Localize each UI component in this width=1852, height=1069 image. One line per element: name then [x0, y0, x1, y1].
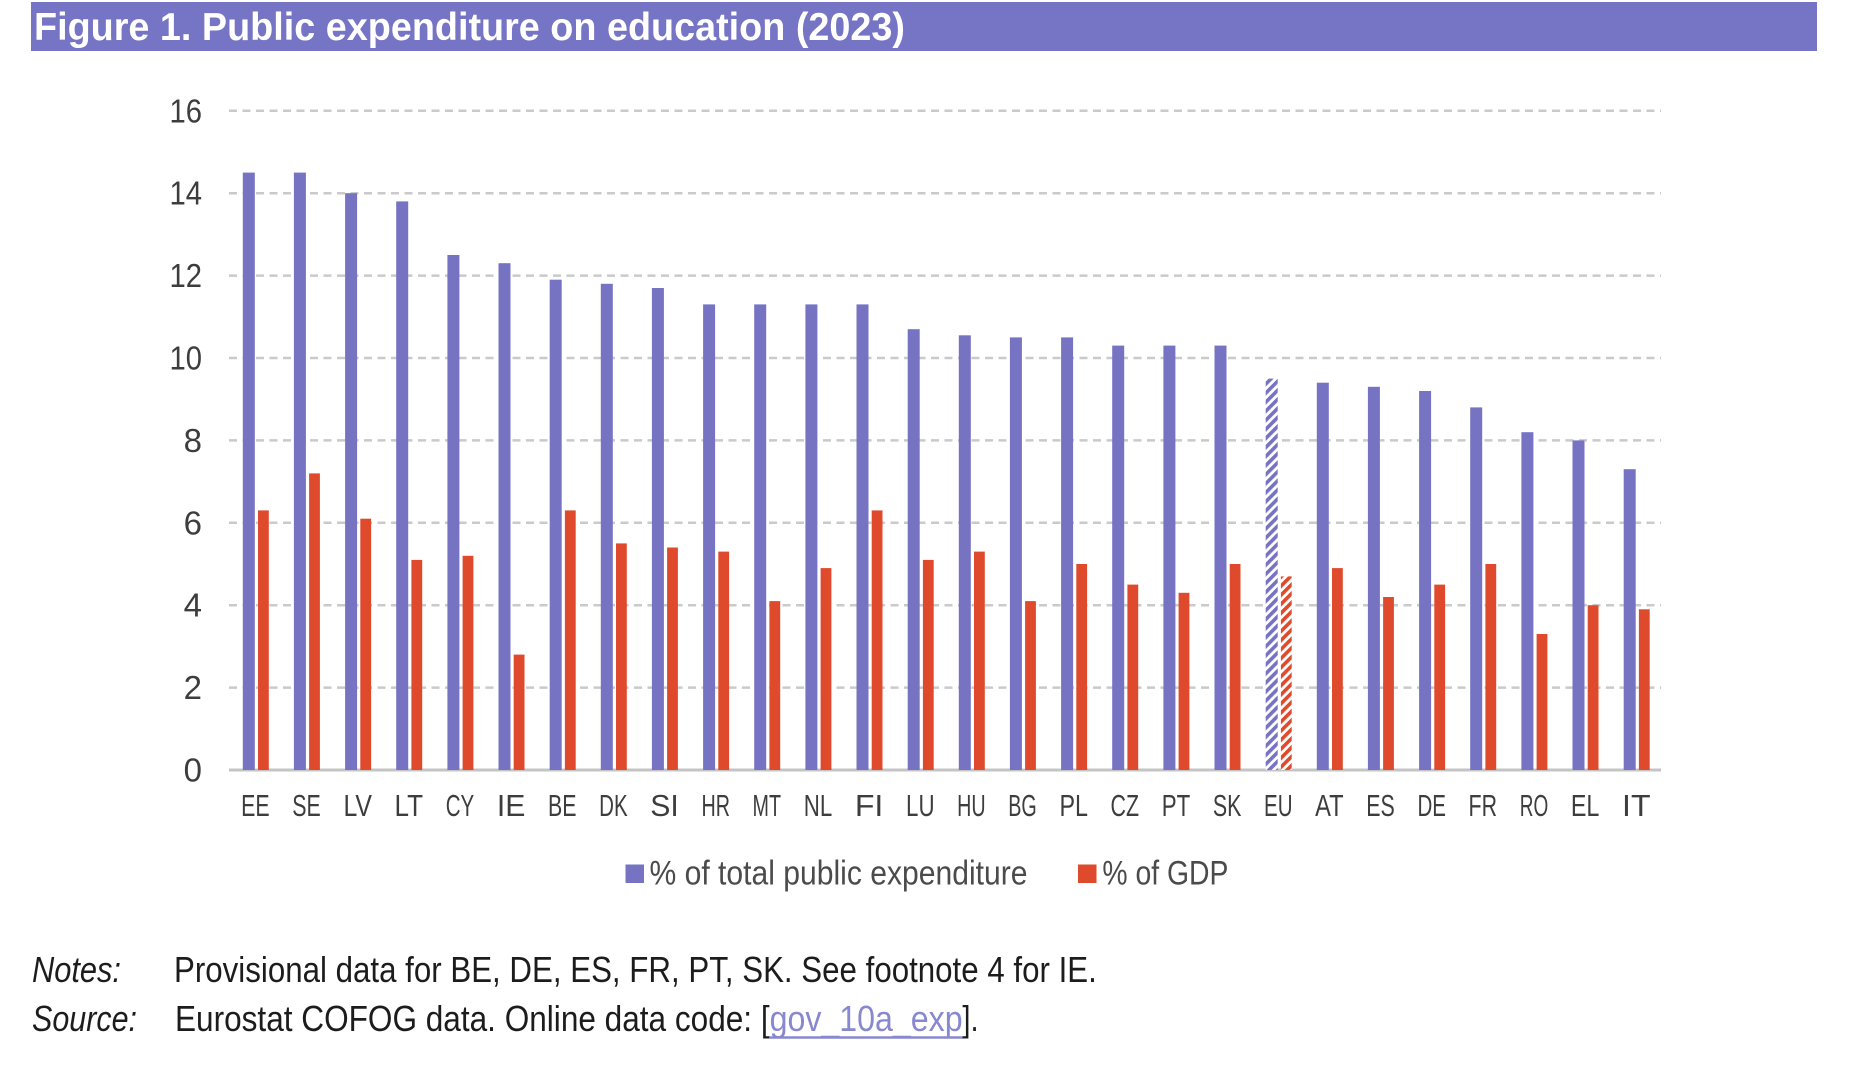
svg-text:AT: AT — [1315, 788, 1344, 823]
svg-text:SE: SE — [292, 788, 321, 823]
svg-text:4: 4 — [184, 587, 202, 624]
svg-text:LT: LT — [395, 788, 424, 823]
svg-text:EE: EE — [241, 788, 270, 823]
svg-text:IT: IT — [1622, 788, 1651, 823]
svg-text:16: 16 — [170, 92, 203, 129]
svg-text:HU: HU — [957, 788, 986, 823]
svg-text:PL: PL — [1059, 788, 1088, 823]
svg-text:Source:: Source: — [32, 998, 137, 1039]
svg-text:MT: MT — [753, 788, 782, 823]
svg-text:CY: CY — [446, 788, 475, 823]
svg-text:6: 6 — [184, 504, 202, 541]
svg-text:Notes:: Notes: — [32, 949, 121, 990]
svg-text:BG: BG — [1008, 788, 1037, 823]
svg-text:EU: EU — [1264, 788, 1293, 823]
svg-text:IE: IE — [497, 788, 526, 823]
svg-text:RO: RO — [1520, 788, 1549, 823]
svg-text:Provisional data for BE, DE, E: Provisional data for BE, DE, ES, FR, PT,… — [174, 949, 1097, 990]
svg-text:SK: SK — [1213, 788, 1242, 823]
svg-text:LU: LU — [906, 788, 935, 823]
svg-text:14: 14 — [170, 175, 203, 212]
svg-text:DE: DE — [1417, 788, 1446, 823]
svg-text:NL: NL — [804, 788, 833, 823]
svg-text:PT: PT — [1162, 788, 1191, 823]
svg-text:].: ]. — [962, 998, 978, 1039]
svg-text:BE: BE — [548, 788, 577, 823]
svg-text:10: 10 — [170, 340, 203, 377]
svg-text:DK: DK — [599, 788, 628, 823]
svg-text:12: 12 — [170, 257, 203, 294]
svg-text:HR: HR — [701, 788, 730, 823]
svg-text:% of total public expenditure: % of total public expenditure — [650, 855, 1028, 893]
svg-text:CZ: CZ — [1111, 788, 1140, 823]
svg-text:% of GDP: % of GDP — [1102, 855, 1228, 893]
svg-text:2: 2 — [184, 669, 202, 706]
svg-text:LV: LV — [343, 788, 372, 823]
svg-text:Eurostat COFOG data. Online da: Eurostat COFOG data. Online data code: [ — [175, 998, 770, 1039]
svg-text:EL: EL — [1571, 788, 1600, 823]
svg-text:8: 8 — [184, 422, 202, 459]
svg-text:0: 0 — [184, 752, 202, 789]
svg-text:Figure 1. Public expenditure o: Figure 1. Public expenditure on educatio… — [34, 6, 905, 49]
svg-text:FI: FI — [855, 788, 884, 823]
svg-text:SI: SI — [650, 788, 679, 823]
svg-text:ES: ES — [1366, 788, 1395, 823]
svg-text:gov_10a_exp: gov_10a_exp — [770, 998, 963, 1039]
svg-text:FR: FR — [1469, 788, 1498, 823]
